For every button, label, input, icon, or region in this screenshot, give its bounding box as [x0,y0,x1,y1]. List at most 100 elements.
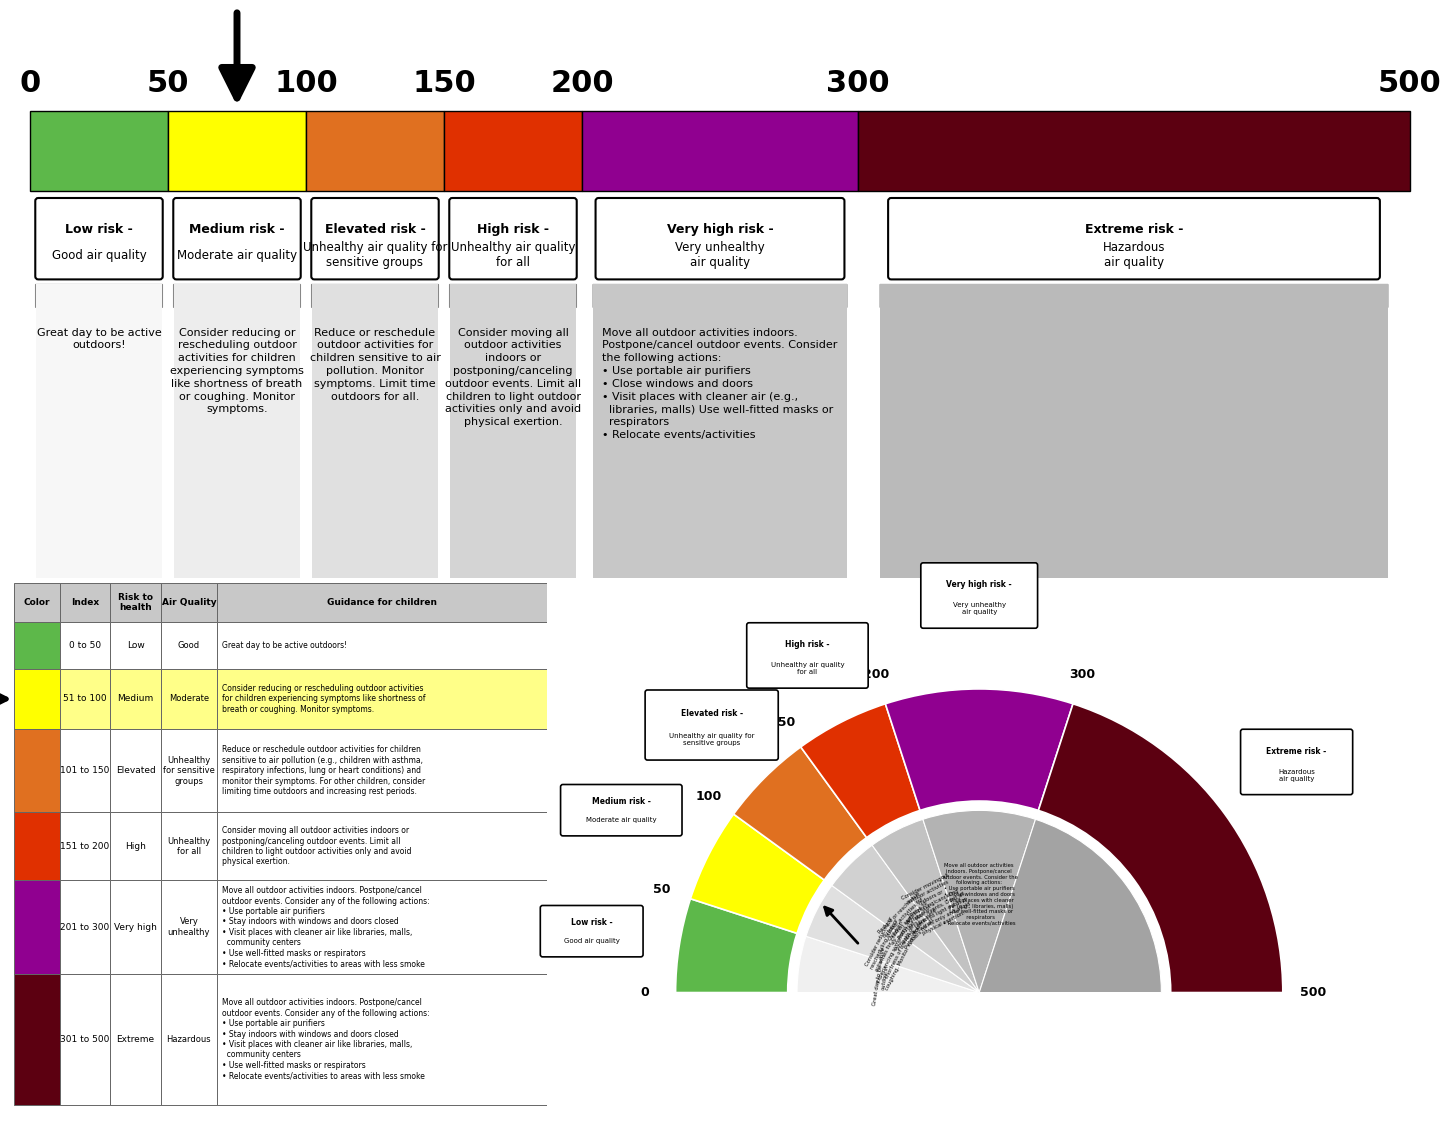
Text: Good air quality: Good air quality [52,249,147,262]
Text: High risk -: High risk - [785,640,829,649]
Bar [14,729,59,813]
Text: Hazardous: Hazardous [167,1035,212,1044]
FancyBboxPatch shape [747,623,868,688]
Text: Low risk -: Low risk - [65,223,132,237]
Text: 0: 0 [641,986,649,999]
Text: 0: 0 [19,70,40,99]
Wedge shape [733,747,867,880]
Text: Medium risk -: Medium risk - [189,223,285,237]
Text: Good air quality: Good air quality [563,938,619,945]
Bar [14,813,59,880]
Bar [36,285,163,578]
Bar [59,669,111,729]
Text: Very unhealthy
air quality: Very unhealthy air quality [675,241,765,269]
Bar [449,285,576,578]
Polygon shape [36,285,163,323]
Text: Unhealthy
for sensitive
groups: Unhealthy for sensitive groups [163,756,215,786]
Wedge shape [873,819,979,992]
Text: 150: 150 [770,716,796,729]
Text: Consider moving all
outdoor activities
indoors or
postponing/canceling
outdoor e: Consider moving all outdoor activities i… [445,327,582,427]
Text: Very unhealthy
air quality: Very unhealthy air quality [953,602,1005,615]
FancyBboxPatch shape [920,563,1038,628]
Text: Move all outdoor activities indoors.
Postpone/cancel outdoor events. Consider
th: Move all outdoor activities indoors. Pos… [602,327,838,441]
Text: Reduce or reschedule
outdoor activities for
children sensitive to
air pollution.: Reduce or reschedule outdoor activities … [877,891,942,956]
Text: Hazardous
air quality: Hazardous air quality [1279,769,1315,781]
FancyBboxPatch shape [173,198,301,279]
Text: Low: Low [127,641,144,650]
Bar [161,669,217,729]
Text: Air Quality: Air Quality [161,597,216,606]
Bar [59,974,111,1104]
Bar [59,622,111,669]
Text: Medium: Medium [118,695,154,704]
Text: 150: 150 [412,70,475,99]
Text: Guidance for children: Guidance for children [327,597,436,606]
Text: 0 to 50: 0 to 50 [69,641,101,650]
FancyBboxPatch shape [888,198,1380,279]
Bar [217,583,547,622]
Bar [444,111,582,191]
Text: Moderate air quality: Moderate air quality [177,249,297,262]
Wedge shape [923,810,1035,992]
FancyBboxPatch shape [560,785,683,836]
Wedge shape [690,814,824,934]
Bar [217,669,547,729]
Bar [161,974,217,1104]
Text: Great day to be active
outdoors!: Great day to be active outdoors! [873,947,893,1007]
Text: Very high risk -: Very high risk - [946,580,1012,590]
Text: Very
unhealthy: Very unhealthy [167,917,210,937]
Text: 300: 300 [1070,668,1096,682]
Text: Very high: Very high [114,923,157,932]
Text: Move all outdoor activities indoors. Postpone/cancel
outdoor events. Consider an: Move all outdoor activities indoors. Pos… [222,887,429,969]
Bar [217,880,547,974]
Bar [161,583,217,622]
Text: 101 to 150: 101 to 150 [60,766,109,776]
Text: Unhealthy
for all: Unhealthy for all [167,836,210,856]
Text: Medium risk -: Medium risk - [592,797,651,806]
Text: Good: Good [177,641,200,650]
FancyBboxPatch shape [311,198,439,279]
Text: Reduce or reschedule
outdoor activities for
children sensitive to air
pollution.: Reduce or reschedule outdoor activities … [310,327,441,401]
Bar [168,111,305,191]
Text: Moderate: Moderate [168,695,209,704]
Polygon shape [311,285,439,323]
Text: 51 to 100: 51 to 100 [63,695,107,704]
Text: 100: 100 [274,70,338,99]
Text: Move all outdoor activities
indoors. Postpone/cancel
outdoor events. Consider th: Move all outdoor activities indoors. Pos… [940,863,1018,926]
Wedge shape [796,936,979,992]
Text: Color: Color [24,597,50,606]
Text: Reduce or reschedule outdoor activities for children
sensitive to air pollution : Reduce or reschedule outdoor activities … [222,745,425,796]
FancyBboxPatch shape [449,198,576,279]
Text: 500: 500 [1378,70,1440,99]
Bar [161,729,217,813]
Bar [880,285,1388,578]
Text: Move all outdoor activities indoors. Postpone/cancel
outdoor events. Consider an: Move all outdoor activities indoors. Pos… [222,999,429,1081]
Bar [111,583,161,622]
Bar [14,669,59,729]
Text: 500: 500 [1300,986,1326,999]
Text: Consider moving all outdoor activities indoors or
postponing/canceling outdoor e: Consider moving all outdoor activities i… [222,826,412,867]
Text: Low risk -: Low risk - [570,918,612,927]
Bar [111,974,161,1104]
Bar [217,729,547,813]
Text: Risk to
health: Risk to health [118,593,153,612]
Text: Unhealthy air quality
for all: Unhealthy air quality for all [770,663,844,675]
Text: Elevated: Elevated [115,766,156,776]
Text: Consider reducing or rescheduling outdoor activities
for children experiencing s: Consider reducing or rescheduling outdoo… [222,684,426,714]
Text: Great day to be active outdoors!: Great day to be active outdoors! [222,641,347,650]
Bar [217,974,547,1104]
Polygon shape [593,285,847,323]
Wedge shape [979,819,1162,992]
Text: Consider reducing or
rescheduling outdoor
activities for children
experiencing s: Consider reducing or rescheduling outdoo… [170,327,304,415]
Wedge shape [886,689,1073,810]
Text: Extreme risk -: Extreme risk - [1267,747,1326,756]
Bar [14,583,59,622]
Polygon shape [173,285,301,323]
Text: 200: 200 [550,70,613,99]
Bar [59,583,111,622]
Text: High: High [125,842,145,851]
Wedge shape [806,886,979,992]
Bar [593,285,847,578]
Text: Elevated risk -: Elevated risk - [681,708,743,717]
Text: 200: 200 [863,668,888,682]
